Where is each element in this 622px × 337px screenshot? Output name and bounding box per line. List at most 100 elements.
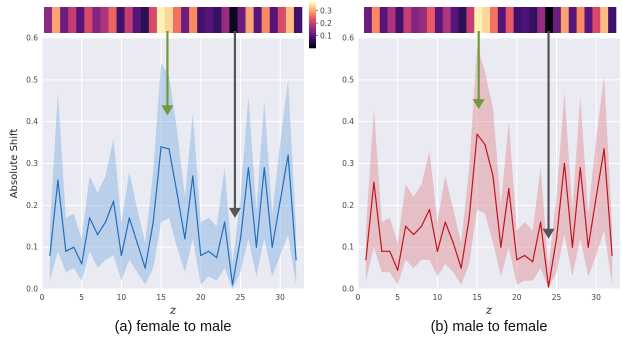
- data-point: [295, 259, 297, 261]
- heatmap-cell: [189, 7, 198, 33]
- data-point: [405, 225, 407, 227]
- heatmap-cell: [84, 7, 93, 33]
- y-tick-label: 0.5: [26, 75, 38, 84]
- heatmap-cell: [403, 7, 412, 33]
- heatmap-cell: [181, 7, 190, 33]
- data-point: [373, 181, 375, 183]
- colorbar-step: [309, 41, 316, 44]
- colorbar-step: [309, 34, 316, 37]
- mean-line: [365, 133, 613, 288]
- data-point: [287, 154, 289, 156]
- heatmap-cell: [237, 7, 246, 33]
- colorbar-step: [309, 6, 316, 9]
- data-point: [49, 254, 51, 257]
- data-point: [540, 221, 542, 223]
- heatmap-cell: [52, 7, 61, 33]
- y-tick-label: 0.1: [342, 243, 354, 252]
- y-tick-label: 0.0: [342, 285, 354, 294]
- x-tick-label: 5: [395, 293, 400, 302]
- data-point: [255, 246, 257, 248]
- heatmap-cell: [68, 7, 77, 33]
- heatmap-cell: [592, 7, 601, 33]
- x-tick-label: 20: [196, 293, 206, 302]
- heatmap-cell: [434, 7, 444, 33]
- heatmap-cell: [387, 7, 396, 33]
- heatmap-cell: [164, 7, 174, 33]
- heatmap-cell: [92, 7, 101, 33]
- data-point: [176, 192, 178, 194]
- heatmap-cell: [560, 7, 570, 33]
- colorbar-step: [309, 25, 316, 27]
- data-point: [200, 254, 202, 257]
- x-tick-label: 15: [472, 293, 482, 302]
- arrowhead-green: [472, 99, 485, 110]
- colorbar-tick-label: 0.3: [320, 7, 332, 16]
- data-point: [120, 254, 122, 257]
- heatmap-cell: [529, 7, 538, 33]
- data-point: [152, 221, 154, 223]
- x-tick-label: 30: [591, 293, 601, 302]
- data-point: [547, 286, 550, 288]
- heatmap-cell: [427, 7, 436, 33]
- data-point: [452, 242, 454, 244]
- heatmap-cell: [513, 7, 522, 33]
- heatmap-cell: [458, 7, 467, 33]
- colorbar: 0.1 0.2 0.3: [309, 2, 332, 49]
- data-point: [231, 284, 234, 286]
- heatmap-cell: [545, 7, 554, 33]
- data-point: [611, 254, 613, 257]
- heatmap-cell: [419, 7, 428, 33]
- colorbar-step: [309, 5, 316, 7]
- heatmap-cell: [411, 7, 420, 33]
- colorbar-step: [309, 37, 316, 40]
- panel-caption: (a) female to male: [115, 319, 232, 335]
- colorbar-step: [309, 32, 316, 35]
- x-tick-label: 25: [552, 293, 562, 302]
- mean-line: [49, 146, 297, 286]
- heatmap-cell: [221, 7, 230, 33]
- y-tick-label: 0.4: [26, 117, 38, 126]
- data-point: [381, 250, 383, 252]
- x-tick-label: 10: [117, 293, 127, 302]
- heatmap-cell: [450, 7, 459, 33]
- x-tick-label: 10: [433, 293, 443, 302]
- heatmap-cell: [395, 7, 404, 33]
- data-point: [128, 217, 130, 219]
- data-point: [184, 238, 186, 240]
- colorbar-step: [309, 14, 316, 17]
- y-tick-label: 0.1: [26, 243, 38, 252]
- heatmap-cell: [466, 7, 475, 33]
- data-point: [508, 188, 510, 190]
- colorbar-step: [309, 9, 316, 12]
- x-axis-label: z: [485, 303, 493, 317]
- colorbar-step: [309, 46, 316, 49]
- data-point: [563, 162, 566, 165]
- data-point: [160, 146, 162, 148]
- colorbar-step: [309, 38, 316, 41]
- heatmap-cell: [576, 7, 585, 33]
- data-point: [65, 250, 67, 252]
- data-point: [492, 175, 494, 177]
- colorbar-step: [309, 35, 316, 38]
- data-point: [263, 167, 265, 169]
- data-point: [603, 148, 605, 150]
- y-tick-label: 0.5: [342, 75, 354, 84]
- heatmap-cell: [293, 7, 303, 33]
- heatmap-cell: [156, 7, 166, 33]
- colorbar-step: [309, 18, 316, 21]
- heatmap-cell: [44, 7, 53, 33]
- data-point: [587, 246, 589, 248]
- heatmap-cell: [553, 7, 562, 33]
- data-point: [579, 167, 581, 169]
- data-point: [571, 246, 573, 248]
- heatmap-cell: [140, 7, 150, 33]
- colorbar-step: [309, 29, 316, 32]
- data-point: [460, 267, 462, 269]
- colorbar-step: [309, 11, 316, 14]
- x-tick-label: 5: [79, 293, 84, 302]
- x-tick-label: 0: [40, 293, 45, 302]
- y-axis-label: Absolute Shift: [9, 129, 20, 199]
- heatmap-cell: [116, 7, 125, 33]
- data-point: [239, 238, 242, 240]
- confidence-band: [49, 63, 297, 289]
